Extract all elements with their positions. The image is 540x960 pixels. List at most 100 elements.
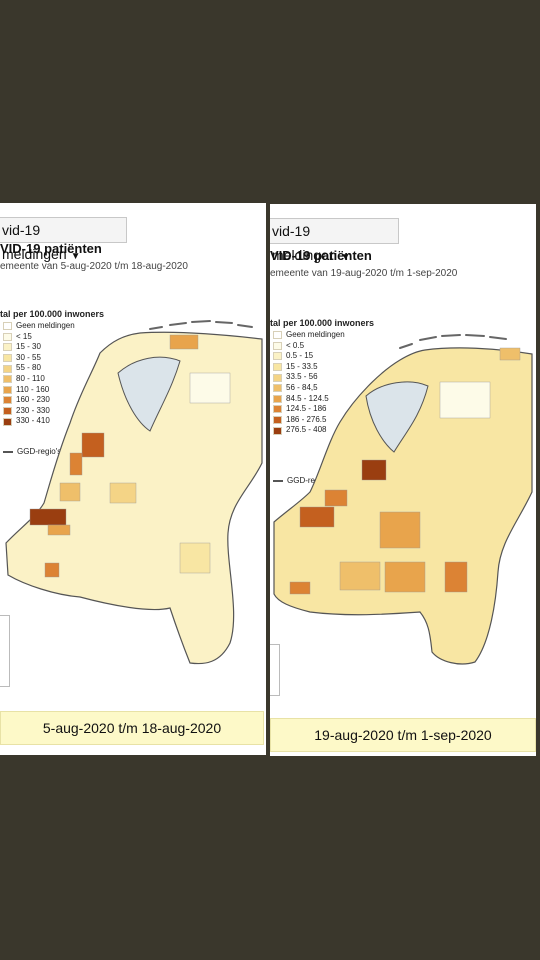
legend-label: < 15 <box>16 331 32 341</box>
panel-subtitle: VID-19 patiënten <box>0 241 102 256</box>
map-panel-left: vid-19 meldingen ▼ VID-19 patiënten emeen… <box>0 203 266 755</box>
legend-label: 0.5 - 15 <box>286 351 314 361</box>
region-groningen-friesland <box>439 381 491 419</box>
metric-dropdown[interactable]: vid-19 meldingen ▼ <box>0 217 127 262</box>
legend-label: 30 - 55 <box>16 352 41 362</box>
country-outline <box>273 347 533 665</box>
region-utrecht-gelderland <box>379 511 421 549</box>
netherlands-map[interactable] <box>270 322 536 692</box>
panel-scope: emeente van 5-aug-2020 t/m 18-aug-2020 <box>0 261 188 272</box>
island-ameland <box>215 321 233 324</box>
region-north-coast <box>499 347 521 361</box>
ggd-legend: GGD-regio's <box>273 476 331 485</box>
legend-item: 84.5 - 124.5 <box>273 394 345 405</box>
legend-item: 15 - 30 <box>3 342 75 353</box>
legend-item: 160 - 230 <box>3 395 75 406</box>
legend-label: 33.5 - 56 <box>286 372 318 382</box>
date-range-label: 19-aug-2020 t/m 1-sep-2020 <box>270 718 536 752</box>
legend-item: Geen meldingen <box>3 321 75 332</box>
chevron-down-icon: ▼ <box>70 251 81 262</box>
island-vlieland <box>169 322 187 326</box>
legend-swatch <box>273 363 282 372</box>
panel-subtitle: VID-19 patiënten <box>270 248 372 263</box>
legend-item: 124.5 - 186 <box>273 404 345 415</box>
legend-swatch <box>273 373 282 382</box>
legend-label: 80 - 110 <box>16 373 45 383</box>
ijsselmeer <box>365 381 429 453</box>
date-range-label: 5-aug-2020 t/m 18-aug-2020 <box>0 711 264 745</box>
dropdown-label: vid-19 meldingen <box>272 223 337 263</box>
legend-swatch <box>3 332 12 341</box>
region-amsterdam <box>361 459 387 481</box>
zoom-control[interactable] <box>0 615 10 687</box>
legend-label: 110 - 160 <box>16 384 50 394</box>
legend-label: 330 - 410 <box>16 416 50 426</box>
legend-swatch <box>3 364 12 373</box>
legend-swatch <box>3 385 12 394</box>
legend-item: 80 - 110 <box>3 374 75 385</box>
region-zeeland <box>44 562 60 578</box>
legend-title: tal per 100.000 inwoners <box>0 309 105 319</box>
chevron-down-icon: ▼ <box>340 252 351 263</box>
legend-swatch <box>3 407 12 416</box>
island-terschelling <box>191 320 211 323</box>
legend-item: 0.5 - 15 <box>273 351 345 362</box>
legend-swatch <box>273 331 282 340</box>
metric-dropdown[interactable]: vid-19 meldingen ▼ <box>270 218 399 263</box>
legend-swatch <box>273 384 282 393</box>
legend-label: 55 - 80 <box>16 363 41 373</box>
legend-label: 84.5 - 124.5 <box>286 393 329 403</box>
legend-item: 276.5 - 408 <box>273 425 345 436</box>
legend-title: tal per 100.000 inwoners <box>270 318 375 328</box>
legend-swatch <box>3 343 12 352</box>
legend-swatch <box>273 426 282 435</box>
ijsselmeer <box>117 356 181 432</box>
region-friesland-coast <box>169 334 199 350</box>
island-schiermonnikoog <box>489 336 507 340</box>
region-brabant-east <box>384 561 426 593</box>
island-ameland <box>465 334 485 337</box>
legend-swatch <box>3 417 12 426</box>
region-limburg <box>179 542 211 574</box>
legend-item: 110 - 160 <box>3 385 75 396</box>
legend-swatch <box>3 354 12 363</box>
ggd-label: GGD-regio's <box>17 447 62 456</box>
region-haarlem <box>69 452 83 476</box>
region-rotterdam <box>29 508 67 526</box>
island-texel <box>399 343 413 349</box>
legend-swatch <box>273 416 282 425</box>
legend-item: 230 - 330 <box>3 406 75 417</box>
region-rotterdam <box>299 506 335 528</box>
legend-label: 15 - 33.5 <box>286 361 318 371</box>
island-texel <box>149 326 163 330</box>
zoom-control[interactable] <box>270 644 280 696</box>
map-panel-right: vid-19 meldingen ▼ VID-19 patiënten emeen… <box>270 204 536 756</box>
legend-item: < 15 <box>3 332 75 343</box>
legend-swatch <box>273 394 282 403</box>
legend-label: 186 - 276.5 <box>286 414 327 424</box>
legend-item: 186 - 276.5 <box>273 415 345 426</box>
legend-item: 30 - 55 <box>3 353 75 364</box>
legend-swatch <box>273 405 282 414</box>
legend-label: 276.5 - 408 <box>286 425 327 435</box>
legend-item: 330 - 410 <box>3 416 75 427</box>
netherlands-map[interactable] <box>0 313 266 693</box>
ggd-line-icon <box>3 450 13 453</box>
region-limburg-north <box>444 561 468 593</box>
legend-swatch <box>3 375 12 384</box>
region-zeeland <box>289 581 311 595</box>
legend-item: 15 - 33.5 <box>273 362 345 373</box>
legend-item: < 0.5 <box>273 341 345 352</box>
region-groningen <box>189 372 231 404</box>
legend-label: Geen meldingen <box>286 330 345 339</box>
region-den-haag <box>324 489 348 507</box>
legend-swatch <box>3 322 12 331</box>
island-terschelling <box>441 334 461 337</box>
island-schiermonnikoog <box>237 324 253 328</box>
legend: Geen meldingen < 0.5 0.5 - 15 15 - 33.5 33.5… <box>273 330 345 436</box>
ggd-line-icon <box>273 479 283 482</box>
legend-label: 15 - 30 <box>16 342 41 352</box>
legend-label: 160 - 230 <box>16 395 50 405</box>
ggd-legend: GGD-regio's <box>3 447 61 456</box>
legend-swatch <box>273 352 282 361</box>
